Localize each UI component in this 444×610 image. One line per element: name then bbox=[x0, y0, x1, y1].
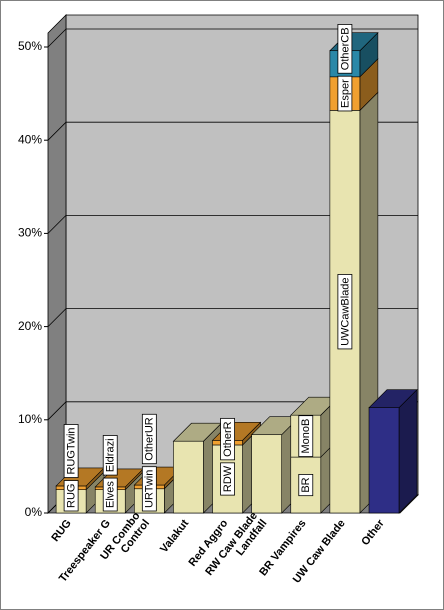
segment-label-box bbox=[141, 466, 157, 512]
segment-label-text: RDW bbox=[222, 465, 234, 492]
bar-segment bbox=[368, 407, 400, 514]
segment-label: Elves bbox=[102, 477, 118, 512]
segment-label-text: Esper bbox=[339, 79, 351, 108]
segment-label-box bbox=[63, 424, 79, 478]
segment-label-text: OtherR bbox=[222, 421, 234, 457]
segment-label-box bbox=[298, 473, 314, 497]
y-tick-label: 10% bbox=[18, 412, 42, 426]
grid-line bbox=[47, 401, 67, 421]
segment-label: MonoB bbox=[298, 415, 314, 457]
segment-label-text: OtherUR bbox=[144, 417, 156, 460]
bar-side bbox=[398, 388, 418, 514]
segment-label: RUG bbox=[63, 480, 79, 512]
segment-label-box bbox=[220, 462, 235, 496]
bar-segment bbox=[251, 434, 282, 514]
segment-label-text: OtherCB bbox=[339, 27, 351, 70]
y-tick-label: 0% bbox=[25, 505, 43, 519]
segment-label: UWCawBlade bbox=[337, 274, 353, 350]
y-tick-label: 30% bbox=[18, 226, 42, 240]
y-tick-label: 20% bbox=[18, 319, 42, 333]
segment-label-text: UWCawBlade bbox=[339, 277, 351, 345]
segment-label: Esper bbox=[337, 75, 353, 112]
segment-label-text: BR bbox=[300, 477, 312, 492]
grid-line bbox=[47, 308, 67, 327]
segment-label: Eldrazi bbox=[102, 435, 118, 476]
segment-label-box bbox=[141, 413, 157, 465]
segment-label-box bbox=[102, 435, 118, 476]
segment-label-box bbox=[102, 477, 118, 512]
segment-label-text: Eldrazi bbox=[105, 438, 117, 472]
segment-label: BR bbox=[298, 473, 314, 497]
segment-label-text: Elves bbox=[105, 481, 117, 508]
segment-label-text: MonoB bbox=[300, 419, 312, 454]
segment-label-box bbox=[220, 417, 235, 461]
segment-label-box bbox=[337, 75, 353, 112]
segment-label-text: RUG bbox=[66, 484, 78, 508]
segment-label: RUGTwin bbox=[63, 424, 79, 478]
segment-label-text: URTwin bbox=[144, 470, 156, 508]
y-tick-label: 40% bbox=[18, 132, 42, 146]
side-wall bbox=[47, 14, 67, 514]
grid-line bbox=[47, 28, 67, 48]
segment-label-text: RUGTwin bbox=[66, 427, 78, 474]
segment-label-box bbox=[337, 274, 353, 350]
y-tick-label: 50% bbox=[18, 39, 42, 53]
grid-line bbox=[47, 121, 67, 141]
grid-line bbox=[47, 215, 67, 234]
bar-segment bbox=[173, 440, 204, 514]
segment-label: OtherUR bbox=[141, 413, 157, 465]
segment-label: OtherR bbox=[220, 417, 235, 461]
segment-label: URTwin bbox=[141, 466, 157, 512]
segment-label: OtherCB bbox=[337, 24, 353, 74]
bar-top bbox=[368, 389, 418, 408]
segment-label: RDW bbox=[220, 462, 235, 496]
segment-label-box bbox=[337, 24, 353, 74]
segment-label-box bbox=[63, 480, 79, 512]
segment-label-box bbox=[298, 415, 314, 457]
